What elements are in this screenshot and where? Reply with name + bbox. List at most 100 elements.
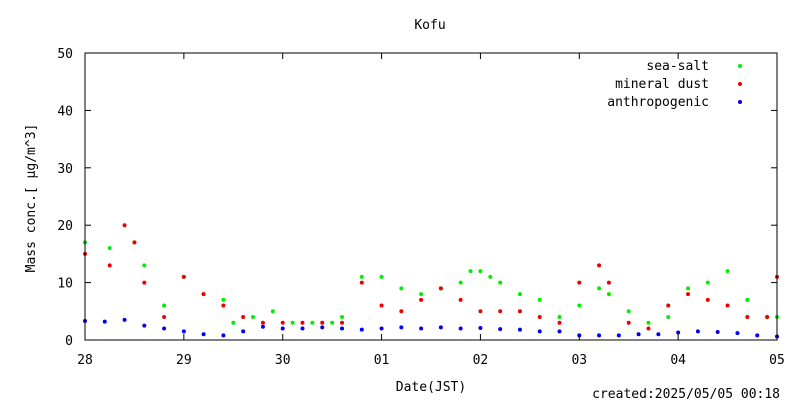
data-point (666, 315, 671, 320)
legend: sea-salt mineral dust anthropogenic (607, 59, 742, 110)
data-point (379, 274, 384, 279)
data-point (438, 286, 443, 291)
data-point (695, 329, 700, 334)
data-point (260, 324, 265, 329)
data-point (162, 303, 167, 308)
data-point (320, 325, 325, 330)
data-point (241, 329, 246, 334)
data-point (162, 315, 167, 320)
data-point (666, 303, 671, 308)
data-point (419, 297, 424, 302)
data-point (646, 320, 651, 325)
data-marks (83, 223, 779, 339)
y-axis: 0 10 20 30 40 50 (57, 47, 777, 349)
data-point (458, 297, 463, 302)
data-point (468, 269, 473, 274)
data-point (340, 320, 345, 325)
data-point (300, 320, 305, 325)
series-anthropogenic (83, 317, 779, 339)
data-point (107, 246, 112, 251)
series-mineral-dust (83, 223, 779, 331)
data-point (359, 274, 364, 279)
data-point (478, 309, 483, 314)
data-point (330, 320, 335, 325)
y-tick-label: 40 (57, 104, 73, 119)
data-point (557, 315, 562, 320)
y-tick-label: 50 (57, 47, 73, 62)
data-point (557, 320, 562, 325)
data-point (181, 274, 186, 279)
x-tick-label: 04 (670, 353, 686, 368)
data-point (107, 263, 112, 268)
data-point (122, 223, 127, 228)
data-point (725, 269, 730, 274)
data-point (320, 320, 325, 325)
data-point (606, 292, 611, 297)
legend-marker (738, 100, 742, 104)
data-point (745, 297, 750, 302)
created-timestamp: created:2025/05/05 00:18 (592, 387, 780, 400)
data-point (597, 263, 602, 268)
data-point (458, 280, 463, 285)
data-point (478, 269, 483, 274)
data-point (656, 332, 661, 337)
data-point (735, 331, 740, 336)
x-tick-label: 01 (374, 353, 390, 368)
data-point (359, 280, 364, 285)
y-tick-label: 30 (57, 162, 73, 177)
data-point (577, 280, 582, 285)
data-point (755, 333, 760, 338)
x-tick-label: 02 (473, 353, 489, 368)
data-point (132, 240, 137, 245)
data-point (142, 323, 147, 328)
plot-frame (84, 52, 778, 341)
legend-label: mineral dust (615, 77, 709, 92)
data-point (201, 292, 206, 297)
y-tick-label: 10 (57, 277, 73, 292)
data-point (557, 329, 562, 334)
data-point (280, 320, 285, 325)
data-point (280, 326, 285, 331)
x-axis-label: Date(JST) (396, 380, 466, 395)
data-point (419, 292, 424, 297)
data-point (221, 297, 226, 302)
series-sea-salt (83, 240, 779, 325)
data-point (517, 292, 522, 297)
data-point (478, 325, 483, 330)
data-point (498, 309, 503, 314)
data-point (399, 309, 404, 314)
data-point (537, 329, 542, 334)
data-point (517, 309, 522, 314)
data-point (745, 315, 750, 320)
y-axis-label: Mass conc.[ μg/m^3] (24, 124, 39, 273)
data-point (181, 329, 186, 334)
data-point (577, 303, 582, 308)
data-point (142, 263, 147, 268)
data-point (241, 315, 246, 320)
x-tick-label: 28 (77, 353, 93, 368)
data-point (359, 327, 364, 332)
data-point (142, 280, 147, 285)
data-point (379, 326, 384, 331)
data-point (765, 315, 770, 320)
y-tick-label: 0 (65, 334, 73, 349)
data-point (725, 303, 730, 308)
data-point (686, 286, 691, 291)
data-point (438, 325, 443, 330)
data-point (310, 320, 315, 325)
legend-label: sea-salt (646, 59, 709, 74)
data-point (517, 327, 522, 332)
data-point (616, 333, 621, 338)
data-point (458, 326, 463, 331)
data-point (676, 330, 681, 335)
data-point (201, 332, 206, 337)
data-point (399, 286, 404, 291)
data-point (626, 309, 631, 314)
data-point (221, 333, 226, 338)
data-point (636, 332, 641, 337)
legend-marker (738, 82, 742, 86)
data-point (340, 326, 345, 331)
data-point (122, 317, 127, 322)
chart-title: Kofu (414, 18, 445, 33)
legend-marker (738, 64, 742, 68)
